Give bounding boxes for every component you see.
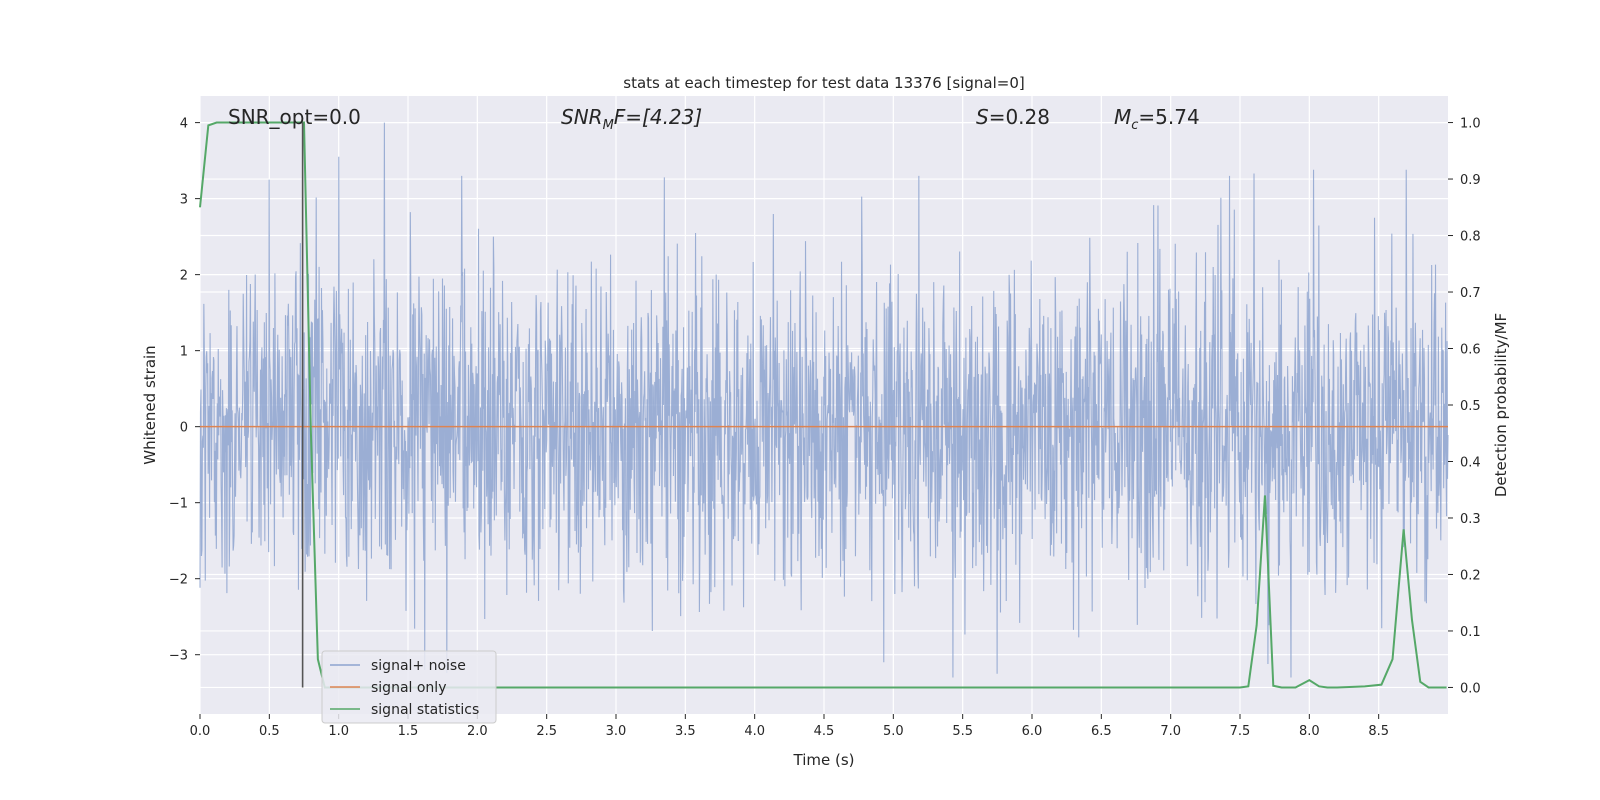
x-tick-label: 0.0 [190, 724, 211, 739]
x-tick-label: 4.0 [744, 724, 765, 739]
annotation-snr-mf-main: SNR [561, 105, 603, 129]
y-tick-label-right: 0.0 [1460, 681, 1481, 696]
y-tick-label-right: 0.5 [1460, 399, 1481, 414]
y-tick-label-right: 0.6 [1460, 343, 1481, 358]
y-tick-label-left: −1 [169, 497, 188, 512]
y-tick-label-left: 1 [180, 345, 188, 360]
y-tick-label-right: 0.2 [1460, 568, 1481, 583]
y-tick-label-right: 0.3 [1460, 512, 1481, 527]
x-tick-label: 7.5 [1230, 724, 1251, 739]
legend: signal+ noise signal only signal statist… [321, 650, 497, 724]
x-tick-label: 1.0 [328, 724, 349, 739]
legend-label-signal-statistics: signal statistics [371, 702, 479, 718]
legend-label-signal-only: signal only [371, 680, 446, 696]
annotation-snr-opt: SNR_opt=0.0 [228, 105, 361, 129]
y-axis-title-right: Detection probability/MF [1492, 313, 1510, 497]
y-tick-label-left: 0 [180, 421, 188, 436]
y-tick-label-right: 0.7 [1460, 286, 1481, 301]
y-axis-title-left: Whitened strain [141, 345, 159, 464]
x-tick-label: 1.5 [398, 724, 419, 739]
y-tick-label-right: 0.4 [1460, 455, 1481, 470]
annotation-snr-mf-sub: M [603, 118, 614, 133]
x-tick-label: 4.5 [814, 724, 835, 739]
annotation-mc: Mc=5.74 [1114, 105, 1200, 133]
x-tick-label: 3.5 [675, 724, 696, 739]
annotation-mc-value: =5.74 [1138, 105, 1199, 129]
legend-box [321, 650, 497, 724]
annotation-s-var: S [976, 105, 989, 129]
y-tick-label-left: −3 [169, 649, 188, 664]
annotation-s: S=0.28 [976, 105, 1050, 129]
y-tick-label-left: 3 [180, 193, 188, 208]
x-tick-label: 6.5 [1091, 724, 1112, 739]
x-tick-label: 8.5 [1368, 724, 1389, 739]
annotation-s-value: =0.28 [989, 105, 1050, 129]
annotation-mc-var: M [1114, 105, 1131, 129]
y-tick-label-right: 0.9 [1460, 173, 1481, 188]
y-tick-label-right: 1.0 [1460, 117, 1481, 132]
signal-statistics-line [199, 121, 1447, 689]
chart-title: stats at each timestep for test data 133… [623, 74, 1024, 92]
annotation-mc-sub: c [1131, 118, 1138, 133]
x-tick-label: 2.5 [536, 724, 557, 739]
x-tick-label: 6.0 [1022, 724, 1043, 739]
annotation-snr-mf-rest: F=[4.23] [614, 105, 702, 129]
x-tick-label: 8.0 [1299, 724, 1320, 739]
legend-label-signal-noise: signal+ noise [371, 658, 466, 674]
annotation-snr-mf: SNRMF=[4.23] [561, 105, 702, 133]
axis-ticks: 0.0 0.5 1.0 1.5 2.0 2.5 3.0 3.5 4.0 4.5 5.0 5.5 6.0 6… [169, 117, 1481, 739]
x-tick-label: 5.0 [883, 724, 904, 739]
y-tick-label-left: 4 [180, 117, 188, 132]
x-tick-label: 7.0 [1160, 724, 1181, 739]
y-tick-label-right: 0.8 [1460, 230, 1481, 245]
x-tick-label: 5.5 [952, 724, 973, 739]
y-tick-label-left: −2 [169, 573, 188, 588]
x-axis-title: Time (s) [793, 751, 855, 769]
noise-series [199, 122, 1449, 678]
y-tick-label-right: 0.1 [1460, 625, 1481, 640]
x-tick-label: 0.5 [259, 724, 280, 739]
x-tick-label: 2.0 [467, 724, 488, 739]
y-tick-label-left: 2 [180, 269, 188, 284]
signal-statistics-series [199, 121, 1447, 689]
x-tick-label: 3.0 [606, 724, 627, 739]
noise-trace [199, 122, 1449, 678]
